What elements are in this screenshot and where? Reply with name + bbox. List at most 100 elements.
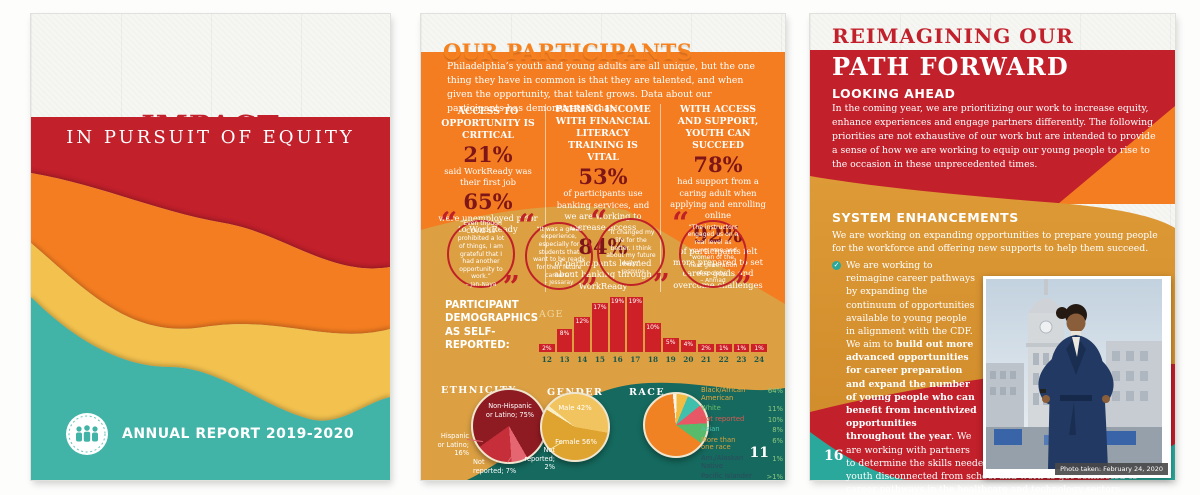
column-heading: PAIRING INCOME WITH FINANCIAL LITERACY T… (555, 104, 651, 164)
bullet-text: We are working to reimagine career pathw… (846, 259, 975, 351)
age-tick: 16 (612, 355, 623, 364)
ethnicity-callout-bottom: Not reported; 7% (473, 458, 517, 475)
quote-attribution: – Jessaray (544, 280, 574, 287)
column-heading: WITH ACCESS AND SUPPORT, YOUTH CAN SUCCE… (677, 104, 759, 152)
age-tick: 15 (594, 355, 605, 364)
bar-age-14: 12% (574, 317, 591, 352)
gender-pie (540, 392, 610, 462)
quote-circle: “ “Even though COVID-19 prohibited a lot… (440, 209, 520, 303)
bar-age-22: 1% (715, 344, 732, 352)
stat-value: 65% (463, 188, 513, 214)
bar-age-12: 2% (539, 344, 555, 352)
legend-label: Am./Alaskan Native (701, 453, 744, 470)
participants-title: OUR PARTICIPANTS (443, 39, 693, 65)
race-legend-item: Not reported 10% (701, 414, 783, 424)
age-tick: 23 (736, 355, 747, 364)
open-quote-icon: “ (518, 208, 536, 243)
open-quote-icon: “ (590, 204, 608, 239)
quote-text: “It was a great experience, especially f… (533, 225, 585, 279)
cover-footer: ANNUAL REPORT 2019-2020 (65, 412, 354, 456)
photo-city-hall-woman: Photo taken: February 24, 2020 (983, 276, 1171, 478)
legend-label: Not reported (701, 414, 745, 423)
demographics-label: PARTICIPANT DEMOGRAPHICS AS SELF-REPORTE… (445, 300, 539, 351)
system-enhancements-heading: SYSTEM ENHANCEMENTS (832, 210, 1019, 225)
close-quote-icon: ” (652, 268, 670, 303)
photo-illustration (986, 279, 1162, 469)
legend-label: White (701, 404, 721, 413)
stat-value: 53% (578, 164, 628, 190)
race-legend-item: Pacific Islander >1% (701, 471, 783, 481)
looking-ahead-heading: LOOKING AHEAD (832, 86, 956, 101)
stat-caption: said WorkReady was their first job (444, 166, 532, 188)
age-tick: 20 (683, 355, 694, 364)
race-legend-item: More than one race 6% (701, 435, 783, 453)
age-tick: 13 (559, 355, 570, 364)
legend-value: 1% (772, 454, 783, 463)
path-forward-page: REIMAGINING OUR PATH FORWARD LOOKING AHE… (810, 14, 1175, 495)
quote-text: “The instructors engaged us on a real le… (687, 223, 739, 277)
ethnicity-inside-label: Non-Hispanic or Latino; 75% (485, 402, 535, 419)
age-axis-row: 12 13 14 15 16 17 18 19 20 21 22 23 24 (539, 355, 767, 364)
check-icon: ✓ (832, 260, 841, 270)
race-legend-item: Am./Alaskan Native 1% (701, 453, 783, 471)
legend-label: Black/African American (701, 386, 746, 402)
page-title-line2: PATH FORWARD (832, 52, 1069, 81)
gender-male-label: Male 42% (558, 404, 592, 412)
age-tick: 19 (665, 355, 676, 364)
photo-caption: Photo taken: February 24, 2020 (1055, 463, 1168, 475)
bar-age-13: 8% (556, 328, 573, 352)
legend-value: 64% (767, 387, 783, 395)
bar-age-17: 19% (627, 296, 644, 352)
quote-attribution: – Jah-Naya (465, 281, 497, 288)
age-tick: 18 (647, 355, 659, 364)
age-tick: 21 (700, 355, 712, 364)
legend-value: 8% (772, 426, 783, 435)
bar-age-18: 10% (645, 323, 661, 352)
ethnicity-pie-title: ETHNICITY (441, 385, 517, 396)
race-legend-item: Black/African American 64% (701, 386, 783, 403)
race-legend: Black/African American 64% White 11% Not rep… (701, 386, 783, 481)
age-tick: 22 (718, 355, 729, 364)
close-quote-icon: ” (734, 270, 752, 305)
quote-attribution: – Jasmine (617, 268, 645, 275)
cover-page: IMPACT REIMAGINED IN PURSUIT OF EQUITY A… (31, 14, 390, 480)
stat-caption: of participants use banking services, an… (556, 188, 650, 233)
legend-label: More than one race (701, 435, 736, 452)
stat-value: 78% (693, 152, 743, 178)
page-title-line1: REIMAGINING OUR (832, 24, 1074, 48)
annual-report-label: ANNUAL REPORT 2019-2020 (122, 426, 355, 442)
age-bar-chart: 2% 8% 12% 17% 19% 19% 10% 5% 4% 2% 1% 1% 1% (539, 296, 767, 352)
legend-value: >1% (766, 472, 783, 481)
bar-age-21: 2% (698, 344, 714, 352)
column-heading: ACCESS TO OPPORTUNITY IS CRITICAL (441, 105, 535, 141)
legend-value: 11% (767, 405, 783, 414)
legend-label: Pacific Islander (701, 471, 752, 480)
looking-ahead-body: In the coming year, we are prioritizing … (832, 103, 1156, 170)
age-tick: 12 (541, 355, 552, 364)
quote-text: “Even though COVID-19 prohibited a lot o… (457, 220, 505, 281)
race-pie-title: RACE (629, 387, 666, 398)
legend-label: Asian (701, 425, 720, 434)
bar-age-15: 17% (592, 302, 608, 352)
stats-column-income: PAIRING INCOME WITH FINANCIAL LITERACY T… (545, 104, 660, 292)
age-chart-title: AGE (539, 309, 564, 320)
quote-attribution: – Ahmad (700, 278, 726, 285)
page-number: 16 (824, 448, 844, 464)
close-quote-icon: ” (580, 272, 598, 307)
stat-caption: had support from a caring adult when app… (670, 176, 766, 221)
participants-intro: Philadelphia’s youth and young adults ar… (447, 61, 755, 114)
open-quote-icon: “ (440, 206, 458, 241)
ethnicity-pie (471, 388, 547, 464)
system-enhancements-intro: We are working on expanding opportunitie… (832, 230, 1158, 255)
open-quote-icon: “ (672, 206, 690, 241)
gender-female-label: Female 56% (555, 438, 597, 446)
close-quote-icon: ” (502, 270, 520, 305)
race-pie (643, 392, 709, 458)
quote-circle: “ “It was a great experience, especially… (518, 211, 598, 305)
cover-waves-graphic (31, 117, 390, 480)
stat-value: 21% (463, 142, 513, 167)
age-tick: 14 (577, 355, 588, 364)
legend-value: 10% (767, 415, 783, 424)
gender-callout: Not reported; 2% (524, 446, 555, 472)
